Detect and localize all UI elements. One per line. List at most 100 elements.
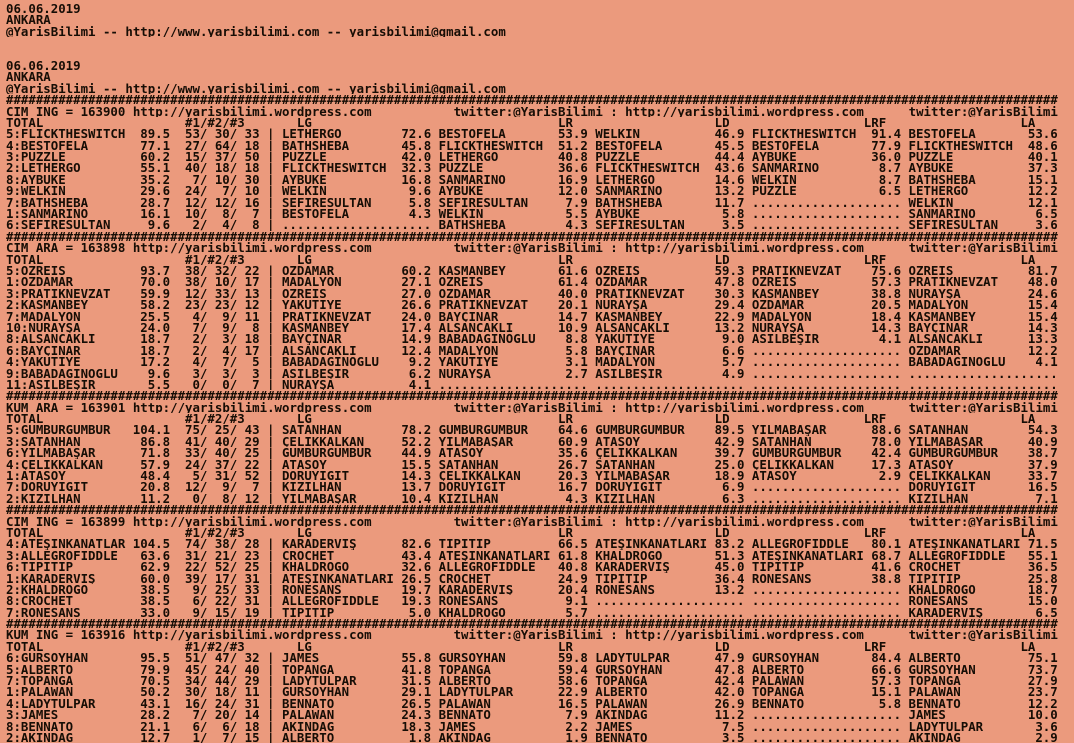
total-value: 11.2 [140,492,171,505]
column-separator: | [259,538,282,550]
lrf-missing-dots: ..... [863,208,902,220]
ld-value: 45.0 [714,561,745,573]
blank-line [6,37,1074,48]
lg-horse-name: WELKIN [281,185,327,197]
lrf-missing-dots: ..... [863,732,902,743]
table-row: 3:ALLEGROFIDDLE 63.6 31/ 21/ 23 | CROCHET 4… [6,550,1074,561]
table-row: 5:FLICKTHESWITCH 89.5 53/ 30/ 33 | LETHERG… [6,128,1074,139]
la-value: 27.9 [1027,675,1058,687]
column-separator: | [259,732,282,743]
la-value: 6.5 [1035,208,1058,220]
ld-value: 13.2 [714,321,745,334]
total-value: 16.1 [140,208,171,220]
lr-value: 20.4 [557,583,588,596]
lg-value: 26.5 [401,572,432,584]
la-horse-name: PALAWAN [908,686,961,698]
twitter-and-url: twitter:@YarisBilimi : http://yarisbilim… [453,105,864,117]
column-header-line: TOTAL #1/#2/#3 LG LR LD LRF LA [6,527,1074,538]
table-row: 8:ALSANCAKLI 18.7 2/ 3/ 18 | BAYÇINAR 14.9… [6,333,1074,344]
la-value: 2.9 [1035,732,1058,743]
lg-horse-name: CROCHET [281,549,335,562]
la-missing-dots: ............... [908,378,1021,391]
lr-horse-name: PALAWAN [438,697,491,710]
lrf-horse-name: WELKIN [751,173,797,186]
lr-horse-name: ALLEGROFIDDLE [438,561,536,573]
ld-horse-name: ATASOY [595,435,641,448]
total-value: 9.6 [147,219,171,231]
la-value: 3.6 [1035,219,1058,231]
lrf-value: 75.6 [871,264,902,277]
la-horse-name: LETHERGO [908,185,969,197]
col-head-lg: LG [296,413,312,425]
ld-value: 13.2 [714,583,745,596]
column-header-line: TOTAL #1/#2/#3 LG LR LD LRF LA [6,413,1074,424]
ld-horse-name: AYBÜKE [595,208,641,220]
lrf-value: 2.9 [878,470,902,482]
ld-horse-name: BATHSHEBA [595,196,663,209]
ld-value: 3.5 [722,732,745,743]
lr-value: 64.6 [557,424,588,436]
lrf-value: 5.8 [878,697,902,710]
lrf-horse-name: SATANHAN [751,435,812,448]
lg-value: 82.6 [401,538,432,550]
col-head-total: TOTAL [6,116,44,129]
total-value: 33.0 [140,606,171,619]
lrf-horse-name: KASMANBEY [751,287,820,300]
total-value: 55.1 [140,162,171,174]
hash-separator: ########################################… [6,230,1058,243]
ld-value: 89.5 [714,424,745,436]
ld-horse-name: PALAWAN [595,697,648,710]
lrf-missing-dots: ............... [751,606,864,619]
lg-horse-name: ATASOY [281,458,327,471]
total-value: 70.0 [140,276,171,288]
col-head-lrf: LRF [863,413,887,425]
lrf-horse-name: MADALYON [751,310,812,322]
lr-value: 5.7 [565,606,588,619]
separator-line: ########################################… [6,504,1074,515]
la-horse-name: ÇELİKKALKAN [908,470,991,482]
la-value: 14.3 [1027,321,1058,334]
col-head-ld: LD [714,253,730,265]
lrf-missing-dots: ............... [751,583,864,596]
lr-value: 40.8 [557,151,588,163]
horse-rank-name: 8:AYBÜKE [6,173,66,186]
horse-rank-name: 5:FLICKTHESWITCH [6,128,126,140]
ld-missing-dots: ............... [595,378,708,391]
place-percentages: 2/ 3/ 18 [185,333,260,345]
ld-value: 47.9 [714,652,745,664]
lrf-value: 8.7 [878,173,902,186]
race-title-line: KUM ARA = 163901 http://yarisbilimi.word… [6,402,1074,413]
lr-value: 12.0 [557,185,588,197]
total-value: 18.7 [140,333,171,345]
lg-value: 17.4 [401,321,432,334]
total-value: 20.8 [140,481,171,493]
lrf-missing-dots: ..... [863,378,902,391]
lr-value: 59.8 [557,652,588,664]
lg-horse-name: LETHERGO [281,128,342,140]
la-horse-name: KARADERVİŞ [908,606,984,619]
lg-horse-name: ALSANCAKLI [281,344,357,357]
horse-rank-name: 11:ASİLBEŞİR [6,378,96,391]
twitter-and-url: twitter:@YarisBilimi : http://yarisbilim… [453,242,864,254]
column-separator: | [259,549,282,562]
column-separator: | [259,572,282,584]
total-value: 50.2 [140,686,171,698]
ld-value: 44.4 [714,151,745,163]
ld-horse-name: ASİLBEŞİR [595,367,663,379]
lg-horse-name: NURAYŞA [281,378,335,391]
col-head-places: #1/#2/#3 [185,116,245,129]
lrf-missing-dots: ............... [751,356,864,368]
lr-value: 7.9 [565,196,588,209]
lr-missing-dots: ............... [438,378,551,391]
col-head-total: TOTAL [6,253,44,265]
la-horse-name: SATANHAN [908,424,969,436]
table-row: 7:TOPANGA 70.5 34/ 44/ 29 | LADYTULPAR 31.5… [6,675,1074,686]
la-value: 13.3 [1027,333,1058,345]
table-row: 7:RONESANS 33.0 9/ 15/ 19 | TİPİTİP 5.0 KHA… [6,607,1074,618]
table-row: 2:LETHERGO 55.1 40/ 18/ 18 | FLICKTHESWITC… [6,162,1074,173]
lg-value: 43.4 [401,549,432,562]
horse-rank-name: 5:ALBERTO [6,663,74,676]
lrf-horse-name: GÜMBÜRGÜMBÜR [751,447,842,459]
la-missing-dots: ............... [908,367,1021,379]
total-value: 60.0 [140,572,171,584]
